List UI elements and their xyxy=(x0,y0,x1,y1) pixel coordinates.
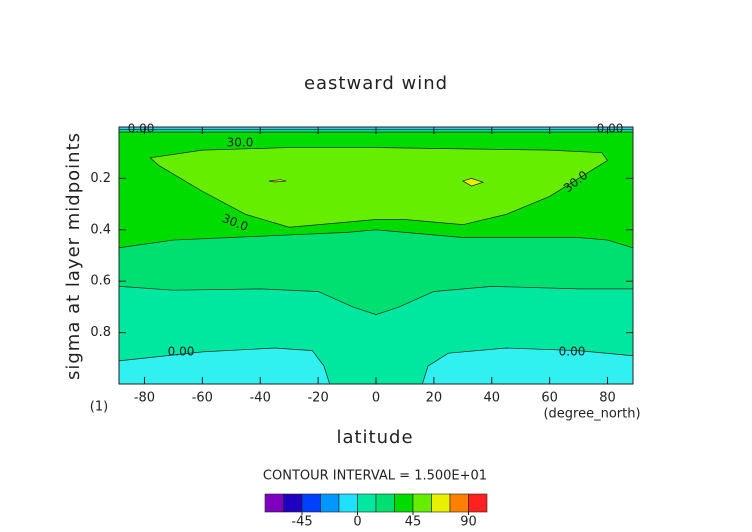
corner-label: (1) xyxy=(90,400,108,415)
colorbar-box xyxy=(338,493,358,513)
contour-label: 0.00 xyxy=(168,345,195,359)
colorbar-box xyxy=(449,493,469,513)
colorbar-tick-label: 0 xyxy=(353,515,361,530)
contour-label: 0.00 xyxy=(128,122,155,136)
colorbar-box xyxy=(264,493,284,513)
y-tick-label: 0.8 xyxy=(90,325,111,340)
x-tick-label: -40 xyxy=(250,391,271,406)
x-unit: (degree_north) xyxy=(543,407,640,422)
x-axis-label: latitude xyxy=(336,427,413,448)
y-tick-label: 0.6 xyxy=(90,274,111,289)
contour-label: 0.00 xyxy=(559,345,586,359)
x-tick-label: -20 xyxy=(307,391,328,406)
colorbar-tick-label: 90 xyxy=(460,515,477,530)
colorbar-box xyxy=(394,493,414,513)
contour-region xyxy=(149,147,609,228)
colorbar-box xyxy=(412,493,432,513)
colorbar-tick-label: -45 xyxy=(291,515,312,530)
contour-label: 30.0 xyxy=(227,136,254,150)
colorbar-box xyxy=(375,493,395,513)
y-tick-label: 0.4 xyxy=(90,222,111,237)
y-tick-label: 0.2 xyxy=(90,171,111,186)
y-axis-label: sigma at layer midpoints xyxy=(63,132,84,380)
colorbar-box xyxy=(301,493,321,513)
colorbar-box xyxy=(320,493,340,513)
contour-interval: CONTOUR INTERVAL = 1.500E+01 xyxy=(263,469,487,484)
contour-region xyxy=(268,179,287,183)
x-tick-label: 0 xyxy=(372,391,380,406)
contour-region xyxy=(461,178,485,187)
x-tick-label: 60 xyxy=(541,391,558,406)
x-tick-label: 40 xyxy=(483,391,500,406)
colorbar-box xyxy=(431,493,451,513)
x-tick-label: 20 xyxy=(426,391,443,406)
x-tick-label: -60 xyxy=(192,391,213,406)
plot-area xyxy=(118,126,634,385)
contour-region xyxy=(421,347,634,385)
colorbar-tick-label: 45 xyxy=(405,515,422,530)
x-tick-label: 80 xyxy=(599,391,616,406)
contour-label: 0.00 xyxy=(597,122,624,136)
colorbar-box xyxy=(357,493,377,513)
x-tick-label: -80 xyxy=(134,391,155,406)
colorbar-box xyxy=(468,493,488,513)
contour-region xyxy=(118,347,331,385)
colorbar-box xyxy=(283,493,303,513)
chart-title: eastward wind xyxy=(304,73,448,94)
